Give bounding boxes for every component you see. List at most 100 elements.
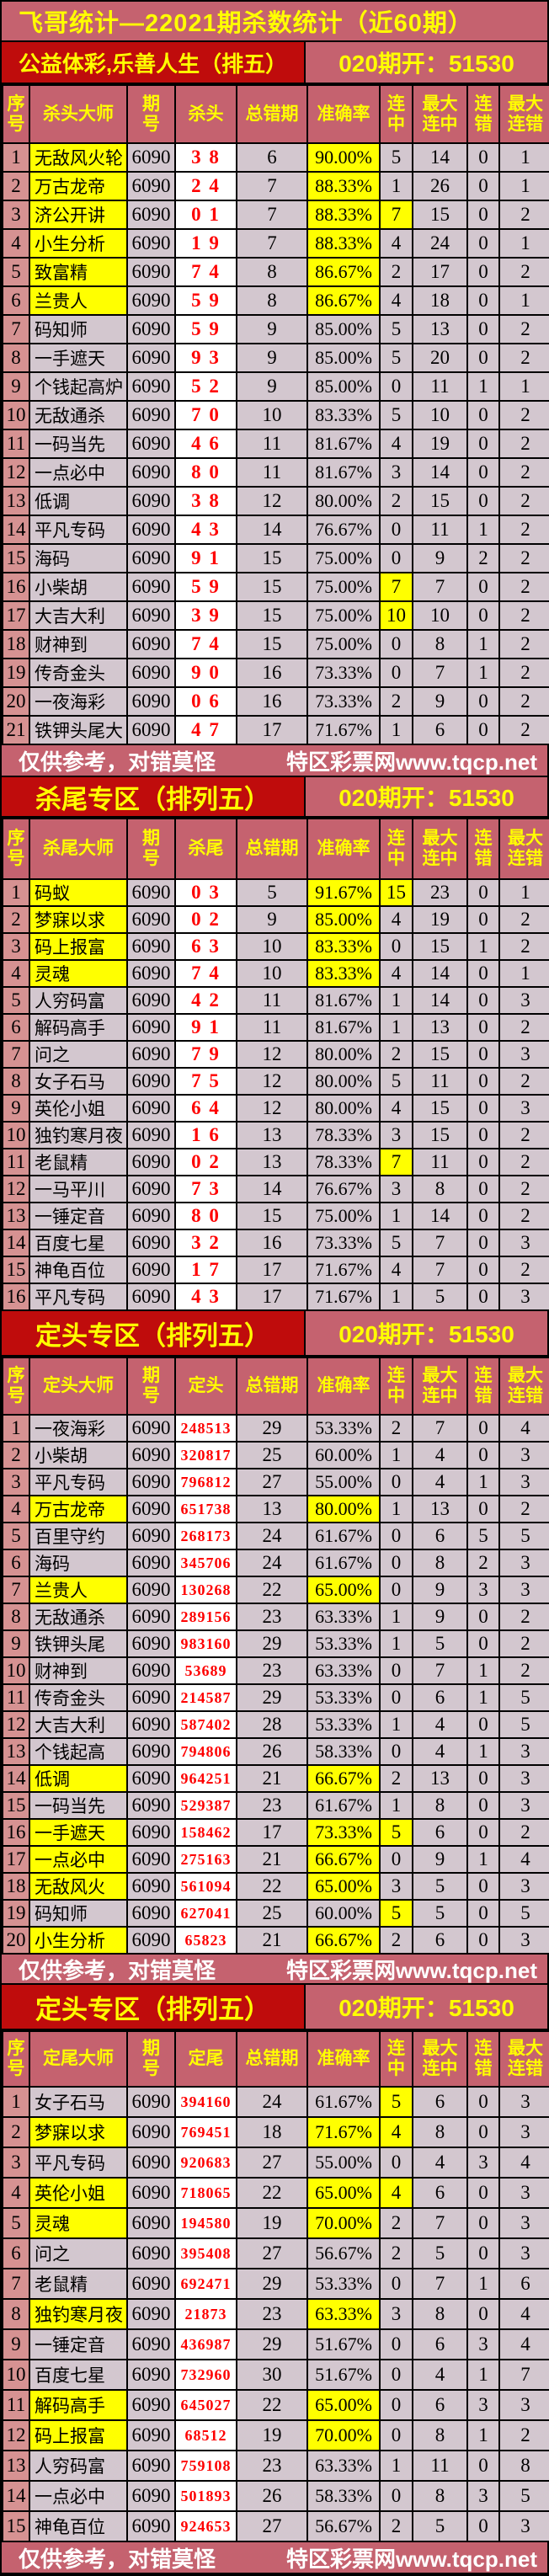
- col-header-lc: 连 错: [466, 84, 500, 144]
- cell-period: 6090: [126, 1094, 176, 1123]
- cell-name: 海码: [29, 543, 128, 573]
- col-header-name: 定尾大师: [29, 2030, 128, 2088]
- cell-kill: 9 0: [174, 658, 237, 688]
- cell-maxlc: 5: [498, 2480, 549, 2512]
- table-row: 14 百度七星 6090 3 2 16 73.33% 5 7 0 3: [2, 1229, 549, 1257]
- cell-lz: 1: [379, 1791, 413, 1820]
- cell-no: 6: [2, 285, 30, 316]
- cell-err: 15: [236, 572, 308, 602]
- cell-maxlz: 7: [412, 2268, 468, 2300]
- cell-kill: 0 3: [174, 878, 237, 907]
- col-header-acc: 准确率: [306, 2030, 381, 2088]
- cell-kill: 983160: [174, 1629, 237, 1658]
- col-header-err: 总错期: [236, 84, 308, 144]
- cell-period: 6090: [126, 1791, 176, 1820]
- cell-err: 7: [236, 171, 308, 201]
- cell-lc: 0: [466, 429, 500, 459]
- cell-name: 财神到: [29, 629, 128, 659]
- cell-acc: 56.67%: [306, 2237, 381, 2269]
- cell-lz: 4: [379, 2116, 413, 2148]
- cell-err: 13: [236, 1495, 308, 1523]
- cell-maxlz: 10: [412, 400, 468, 430]
- col-header-lc: 连 错: [466, 2030, 500, 2088]
- cell-lz: 0: [379, 2147, 413, 2179]
- cell-acc: 81.67%: [306, 429, 381, 459]
- cell-name: 神龟百位: [29, 2510, 128, 2542]
- cell-acc: 71.67%: [306, 1283, 381, 1311]
- cell-maxlz: 8: [412, 1549, 468, 1577]
- cell-err: 7: [236, 200, 308, 230]
- cell-period: 6090: [126, 2116, 176, 2148]
- cell-lz: 0: [379, 1549, 413, 1577]
- cell-kill: 7 3: [174, 1175, 237, 1203]
- cell-maxlc: 4: [498, 1845, 549, 1874]
- footer-site: 特区彩票网www.tqcp.net: [285, 1957, 537, 1983]
- band-title: 定头专区（排列五）: [2, 1311, 306, 1355]
- cell-maxlz: 5: [412, 2510, 468, 2542]
- cell-no: 11: [2, 2389, 30, 2421]
- table-row: 3 平凡专码 6090 796812 27 55.00% 0 4 1 3: [2, 1468, 549, 1496]
- cell-maxlz: 15: [412, 932, 468, 961]
- cell-maxlz: 13: [412, 1013, 468, 1042]
- table-row: 4 英伦小姐 6090 718065 22 65.00% 4 6 0 3: [2, 2177, 549, 2209]
- cell-lz: 1: [379, 1283, 413, 1311]
- cell-lc: 0: [466, 2450, 500, 2482]
- cell-maxlc: 2: [498, 572, 549, 602]
- cell-maxlz: 8: [412, 629, 468, 659]
- cell-maxlc: 5: [498, 1683, 549, 1712]
- cell-no: 4: [2, 1495, 30, 1523]
- cell-lz: 1: [379, 171, 413, 201]
- table-row: 2 梦寐以求 6090 0 2 9 85.00% 4 19 0 2: [2, 905, 549, 934]
- table-row: 15 神龟百位 6090 924653 27 56.67% 2 5 0 3: [2, 2510, 549, 2542]
- cell-kill: 769451: [174, 2116, 237, 2148]
- cell-period: 6090: [126, 543, 176, 573]
- cell-no: 8: [2, 1603, 30, 1631]
- cell-lz: 7: [379, 200, 413, 230]
- cell-name: 神龟百位: [29, 1256, 128, 1284]
- cell-name: 个钱起高: [29, 1737, 128, 1766]
- cell-err: 27: [236, 1468, 308, 1496]
- table-row: 13 人穷码富 6090 759108 23 63.33% 1 11 0 8: [2, 2450, 549, 2482]
- cell-err: 12: [236, 486, 308, 516]
- cell-lc: 0: [466, 2207, 500, 2239]
- cell-period: 6090: [126, 1818, 176, 1847]
- cell-kill: 5 2: [174, 371, 237, 402]
- cell-maxlc: 2: [498, 2419, 549, 2451]
- cell-name: 无敌风火: [29, 1872, 128, 1901]
- cell-no: 2: [2, 2116, 30, 2148]
- table-row: 10 无敌通杀 6090 7 0 10 83.33% 5 10 0 2: [2, 400, 549, 430]
- header-row: 序 号杀头大师期 号杀头 总错期 准确率连 中最大 连中连 错最大 连错: [2, 84, 549, 144]
- cell-lz: 2: [379, 257, 413, 287]
- cell-name: 码知师: [29, 1899, 128, 1928]
- cell-period: 6090: [126, 715, 176, 745]
- table-row: 8 无敌通杀 6090 289156 23 63.33% 1 9 0 2: [2, 1603, 549, 1631]
- cell-maxlc: 2: [498, 658, 549, 688]
- cell-lc: 2: [466, 543, 500, 573]
- cell-period: 6090: [126, 2328, 176, 2360]
- cell-maxlc: 7: [498, 2359, 549, 2391]
- cell-acc: 85.00%: [306, 314, 381, 344]
- cell-acc: 81.67%: [306, 986, 381, 1015]
- cell-lc: 0: [466, 1710, 500, 1739]
- cell-maxlc: 1: [498, 285, 549, 316]
- cell-kill: 7 0: [174, 400, 237, 430]
- table-row: 17 一点必中 6090 275163 21 66.67% 0 9 1 4: [2, 1845, 549, 1874]
- cell-period: 6090: [126, 1495, 176, 1523]
- cell-err: 15: [236, 1202, 308, 1230]
- cell-maxlz: 20: [412, 343, 468, 373]
- col-header-acc: 准确率: [306, 1357, 381, 1416]
- cell-period: 6090: [126, 2298, 176, 2330]
- cell-maxlc: 2: [498, 600, 549, 631]
- table-row: 14 低调 6090 964251 21 66.67% 2 13 0 3: [2, 1764, 549, 1793]
- cell-maxlc: 2: [498, 715, 549, 745]
- cell-maxlc: 2: [498, 1202, 549, 1230]
- cell-lc: 0: [466, 1067, 500, 1096]
- cell-period: 6090: [126, 142, 176, 173]
- cell-lc: 0: [466, 572, 500, 602]
- cell-maxlz: 24: [412, 228, 468, 259]
- cell-maxlc: 3: [498, 1549, 549, 1577]
- cell-maxlz: 8: [412, 1175, 468, 1203]
- cell-lc: 0: [466, 1495, 500, 1523]
- cell-acc: 53.33%: [306, 1414, 381, 1443]
